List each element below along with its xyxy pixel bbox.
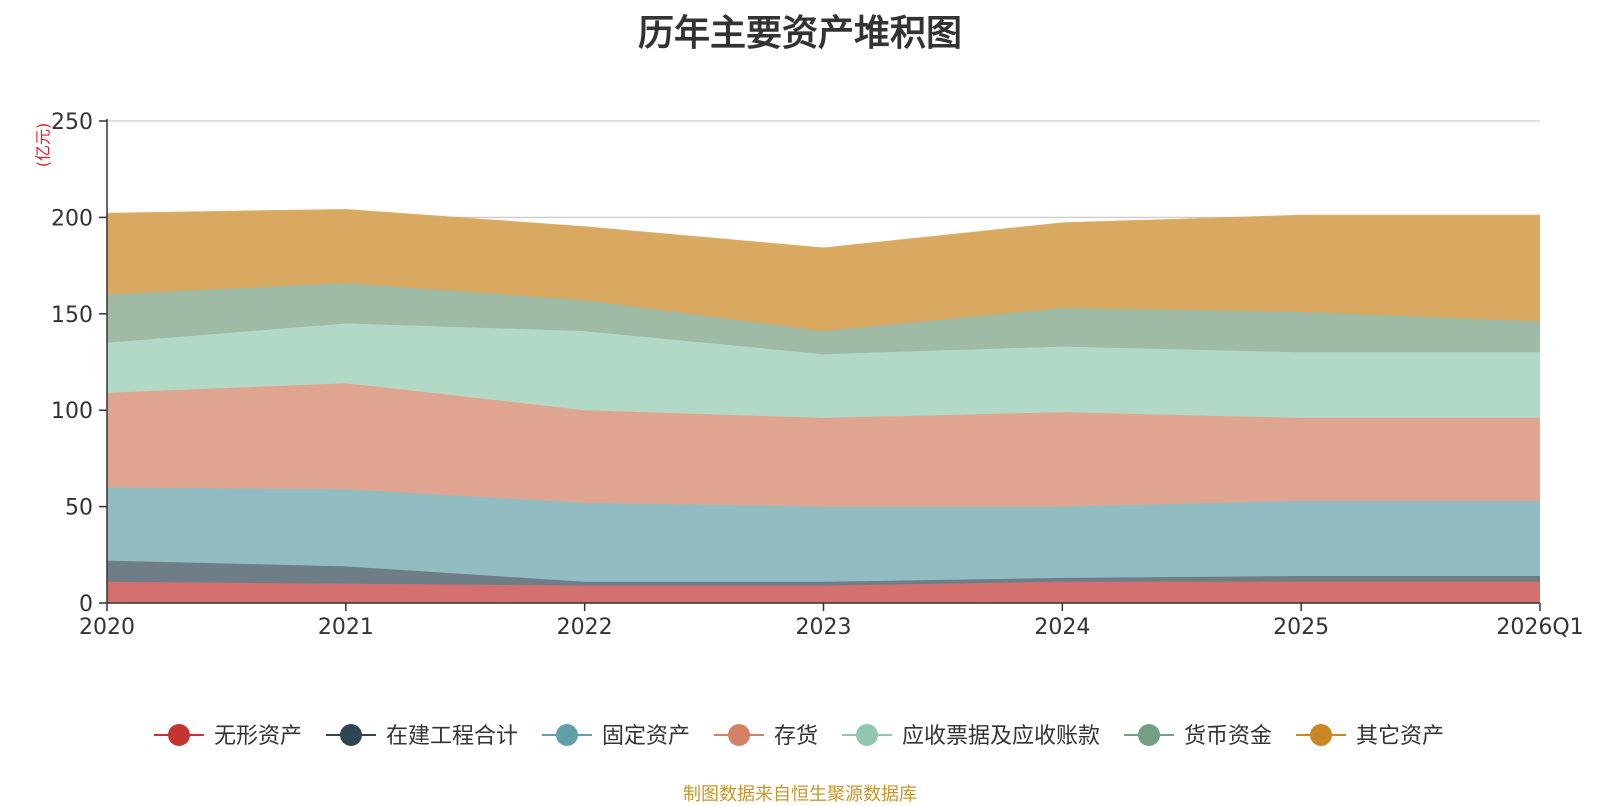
legend-marker-3: [556, 724, 578, 746]
x-tick-label: 2026Q1: [1496, 615, 1583, 640]
area-series-2: [107, 560, 1540, 586]
y-tick-label: 200: [51, 206, 93, 231]
chart-title: 历年主要资产堆积图: [637, 13, 962, 54]
area-series-3: [107, 487, 1540, 582]
legend-label-1: 无形资产: [214, 724, 302, 749]
legend-label-4: 存货: [774, 724, 818, 749]
legend-marker-5: [856, 724, 878, 746]
legend-label-7: 其它资产: [1356, 724, 1444, 749]
area-edge-7: [106, 208, 1540, 250]
y-tick-label: 250: [51, 110, 93, 135]
legend-label-2: 在建工程合计: [386, 724, 518, 749]
legend-marker-1: [168, 724, 190, 746]
legend-marker-7: [1310, 724, 1332, 746]
source-note: 制图数据来自恒生聚源数据库: [683, 784, 917, 805]
area-series-5: [107, 323, 1540, 418]
x-tick-label: 2020: [79, 615, 135, 640]
x-tick-label: 2021: [318, 615, 374, 640]
x-tick-label: 2023: [796, 615, 852, 640]
y-unit-label: (亿元): [34, 123, 53, 168]
y-tick-label: 0: [79, 592, 93, 617]
legend-marker-6: [1138, 724, 1160, 746]
legend-marker-4: [728, 724, 750, 746]
y-tick-label: 150: [51, 303, 93, 328]
legend-label-3: 固定资产: [602, 724, 690, 749]
x-tick-label: 2022: [557, 615, 613, 640]
legend-marker-2: [340, 724, 362, 746]
y-tick-label: 50: [65, 496, 93, 521]
y-tick-label: 100: [51, 399, 93, 424]
area-series-7: [107, 209, 1540, 332]
area-series-4: [107, 383, 1540, 507]
legend-label-6: 货币资金: [1184, 724, 1272, 749]
area-series-6: [107, 282, 1540, 355]
x-tick-label: 2024: [1034, 615, 1090, 640]
area-series-1: [107, 581, 1540, 603]
x-tick-label: 2025: [1273, 615, 1329, 640]
legend-label-5: 应收票据及应收账款: [902, 724, 1100, 749]
